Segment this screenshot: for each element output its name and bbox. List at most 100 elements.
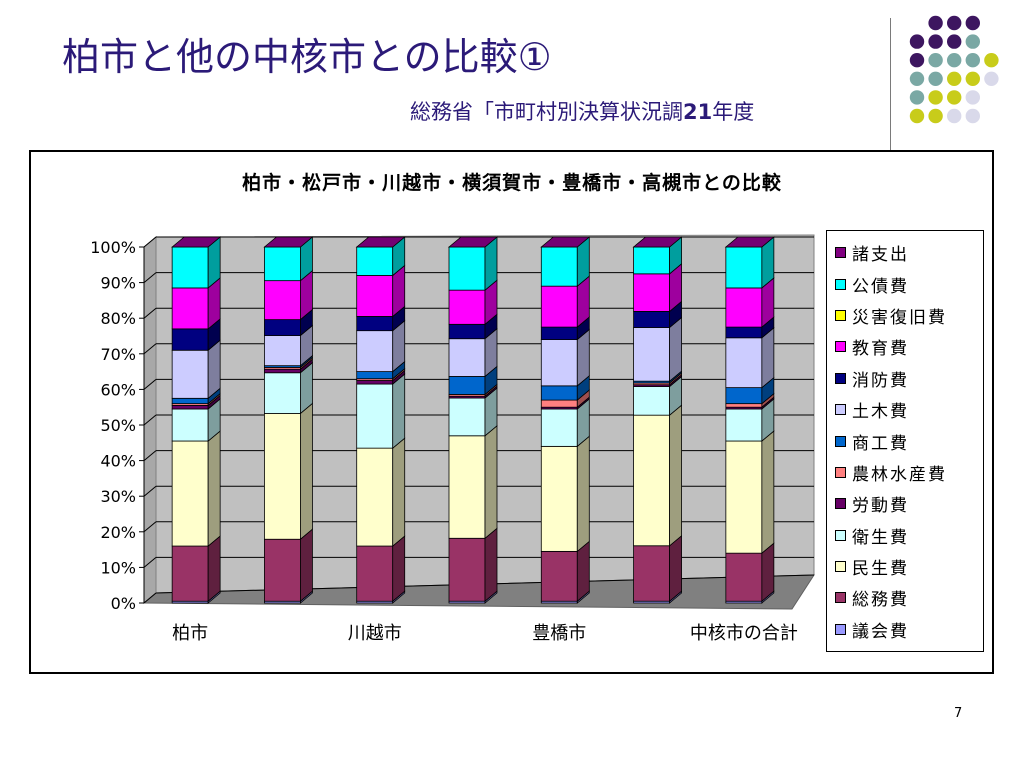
bar-segment-side [576,435,590,553]
legend-label: 諸支出 [852,245,909,266]
bar-segment [540,326,578,340]
legend-swatch [835,278,846,290]
bar-segment [725,552,763,602]
legend-label: 労動費 [852,496,909,517]
bar-segment [448,397,486,437]
legend-label: 災害復旧費 [852,307,947,328]
bar-segment [171,408,209,442]
x-tick-label: 中核市の合計 [690,623,798,644]
bar-segment [633,246,670,275]
bar-stack-1 [263,236,314,604]
legend-item: 議会費 [827,614,983,645]
bar-segment [633,273,670,312]
bar-segment [448,537,486,602]
gridline-depth [143,485,157,497]
bar-segment [356,447,394,547]
bar-segment [448,323,486,340]
bar-segment [633,386,670,416]
bar-segment [448,246,486,291]
legend-label: 教育費 [852,339,909,360]
legend-swatch [835,592,846,604]
legend-swatch [835,404,846,416]
gridline-depth [143,379,157,390]
gridline-depth [143,414,157,426]
stacked-bar-chart: 0% 10% 20% 30% 40% 50% 60% 70% 80% 90% 100% 柏市 川越市 豊橋… [90,234,815,644]
legend-item: 労動費 [827,488,983,519]
legend-label: 農林水産費 [852,464,947,485]
legend-label: 議会費 [852,621,909,642]
legend-item: 公債費 [827,268,983,299]
bar-segment-side [484,527,498,603]
bar-top [540,236,591,248]
bar-segment-side [669,316,682,383]
bar-top [447,236,499,248]
bar-segment [264,335,301,367]
y-tick-label: 80% [100,309,136,328]
y-tick-label: 10% [100,558,136,577]
gridline-depth [143,592,157,604]
bar-segment [264,372,301,414]
x-tick-label: 豊橋市 [532,623,586,644]
bar-segment [448,289,486,325]
legend-item: 諸支出 [827,237,983,268]
y-tick-label: 50% [100,416,136,435]
x-tick-label: 川越市 [348,623,402,644]
bar-segment [356,275,394,317]
gridline-depth [143,521,157,533]
legend-label: 総務費 [852,590,909,611]
bar-segment [356,545,394,602]
legend-item: 教育費 [827,331,983,362]
bar-segment [171,328,209,351]
bar-segment [540,285,578,328]
gridline-depth [143,343,157,355]
legend-swatch [835,372,846,384]
legend-swatch [835,466,846,478]
legend-item: 消防費 [827,363,983,394]
subtitle-suffix: 年度 [712,100,755,124]
y-tick-label: 20% [100,523,136,542]
legend-label: 公債費 [852,276,909,297]
bar-segment-side [300,402,313,541]
subtitle-year: 21 [683,100,713,124]
bar-segment [356,330,394,373]
bar-segment [725,387,763,405]
legend-swatch [835,309,846,321]
bar-segment [356,246,394,276]
bar-stack-0 [171,236,222,604]
legend-item: 衛生費 [827,520,983,551]
bar-top [263,236,314,248]
legend-swatch [835,498,846,510]
y-tick-label: 90% [100,274,136,293]
bar-segment [633,414,670,547]
legend-label: 消防費 [852,370,909,391]
bar-segment [540,246,578,287]
bar-segment [171,545,209,602]
bar-segment-side [392,437,406,547]
bar-segment [264,319,301,336]
bar-stack-5 [632,236,683,604]
bar-segment-side [300,528,313,603]
bar-segment [171,405,209,410]
bar-segment [540,385,578,401]
bar-segment [633,545,670,602]
bar-top [724,236,775,248]
bar-segment-side [392,373,406,449]
bar-segment [540,399,578,408]
bar-segment [448,338,486,377]
bar-segment [171,440,209,547]
page-number: 7 [954,706,963,721]
bar-segment [171,246,209,289]
bar-segment [264,280,301,321]
legend-swatch [835,341,846,353]
legend-item: 農林水産費 [827,457,983,488]
bar-stack-4 [540,236,591,604]
legend-swatch [835,529,846,541]
bar-segment [540,445,578,552]
y-tick-label: 0% [111,594,136,613]
bar-segment [356,316,394,332]
y-tick-label: 30% [100,487,136,506]
bar-segment [540,339,578,387]
bar-segment [633,327,670,382]
bar-segment [356,380,394,385]
bar-segment [171,287,209,330]
